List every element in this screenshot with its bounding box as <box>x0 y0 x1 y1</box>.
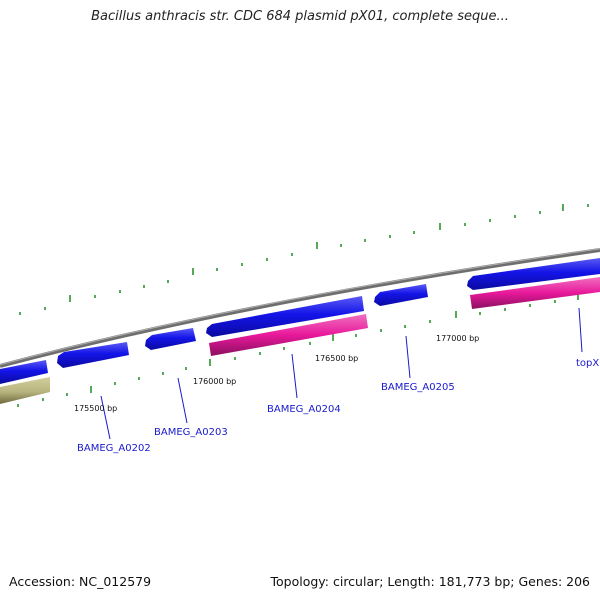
pink-features <box>209 277 600 356</box>
gene-label[interactable]: BAMEG_A0202 <box>77 443 151 454</box>
gene-arrow[interactable] <box>57 342 129 368</box>
pointer-line <box>405 335 411 379</box>
pointer-line <box>291 353 298 399</box>
pink-feature[interactable] <box>209 314 368 356</box>
position-label: 175500 bp <box>74 404 117 413</box>
topology-summary: Topology: circular; Length: 181,773 bp; … <box>270 574 591 589</box>
forward-genes <box>0 258 600 384</box>
pink-feature[interactable] <box>470 277 600 309</box>
pointer-line <box>177 377 188 424</box>
label-pointers <box>100 307 583 440</box>
gene-label[interactable]: BAMEG_A0205 <box>381 382 455 393</box>
gene-arrow[interactable] <box>145 328 196 350</box>
pointer-line <box>100 395 111 440</box>
accession-text: Accession: NC_012579 <box>9 574 152 589</box>
outer-tick-ring <box>19 204 589 315</box>
sequence-backbone-highlight <box>0 248 600 366</box>
map-title: Bacillus anthracis str. CDC 684 plasmid … <box>91 9 509 24</box>
gene-arrow[interactable] <box>374 284 428 306</box>
gene-arrow[interactable] <box>206 296 364 337</box>
inner-tick-ring <box>17 293 579 407</box>
gene-label[interactable]: topX <box>576 358 599 369</box>
gene-label[interactable]: BAMEG_A0203 <box>154 427 228 438</box>
gene-label[interactable]: BAMEG_A0204 <box>267 404 341 415</box>
olive-feature[interactable] <box>0 377 50 404</box>
gene-arrow[interactable] <box>467 258 600 290</box>
pointer-line <box>578 307 583 353</box>
position-label: 176000 bp <box>193 377 236 386</box>
gene-arrow[interactable] <box>0 360 48 384</box>
position-label: 176500 bp <box>315 354 358 363</box>
sequence-backbone <box>0 248 600 368</box>
position-label: 177000 bp <box>436 334 479 343</box>
